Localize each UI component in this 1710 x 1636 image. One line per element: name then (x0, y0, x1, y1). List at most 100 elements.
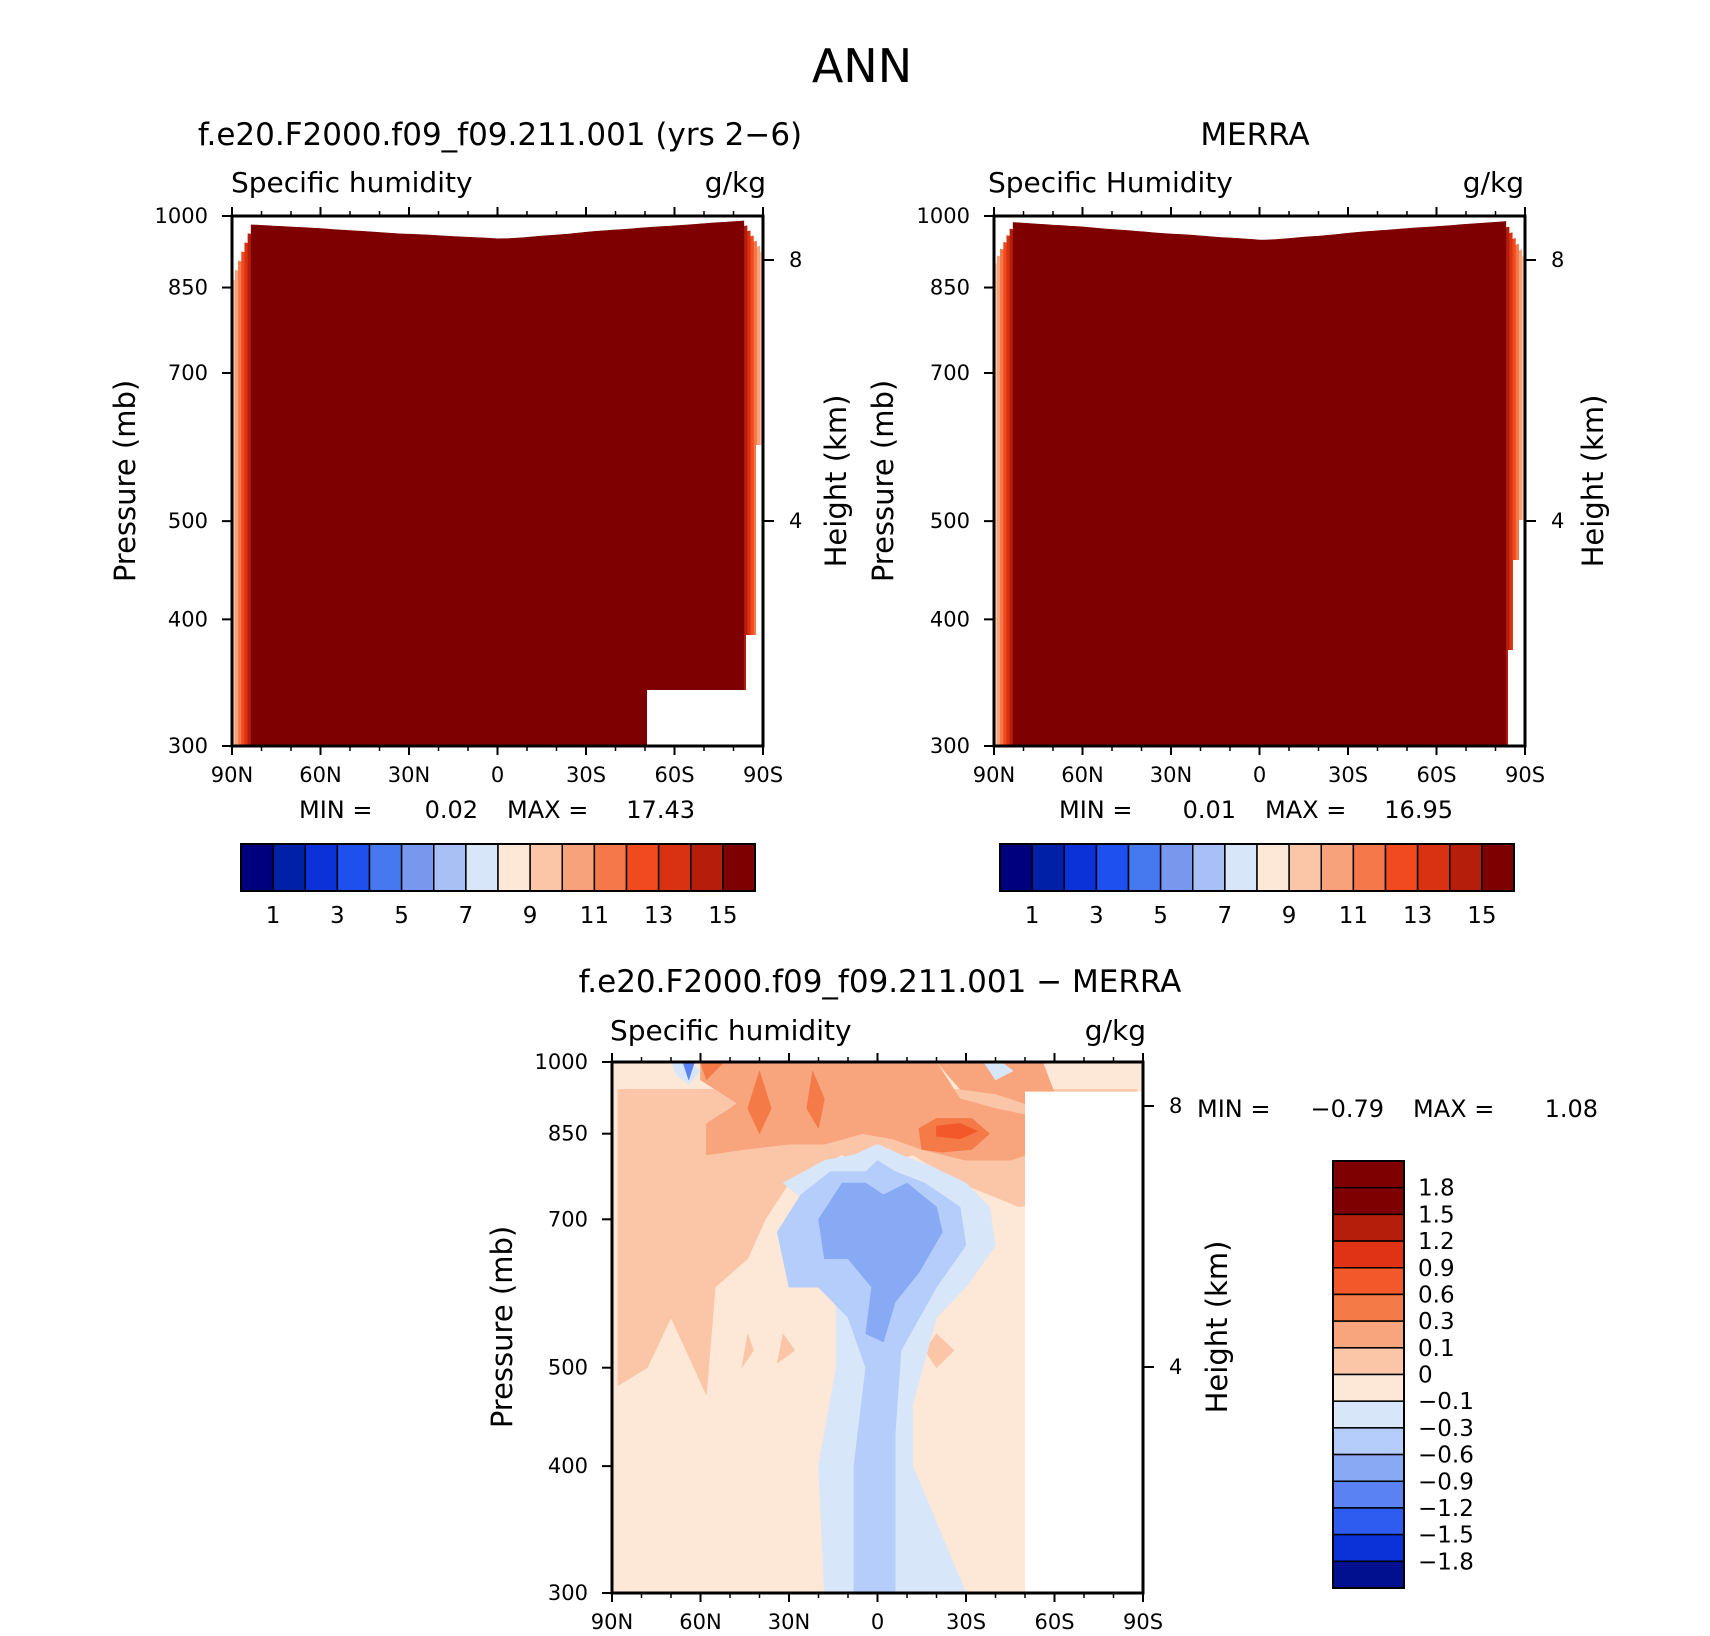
panel-model-xtick-label: 60S (654, 763, 694, 787)
panel-model-colorbar-box (593, 843, 628, 892)
panel-model-max-label: MAX = (507, 796, 588, 824)
panel-diff-fill-0.1-blob (924, 1333, 955, 1369)
panel-diff-ytick-label: 850 (548, 1122, 588, 1146)
panel-model-fill-missing-data (756, 445, 763, 635)
panel-diff-colorbar-label: 0.1 (1418, 1336, 1455, 1362)
panel-merra-min-label: MIN = (1059, 796, 1132, 824)
panel-model-ytick-label: 850 (168, 276, 208, 300)
panel-model-xtick-label: 30N (388, 763, 430, 787)
panel-merra-colorbar-label: 9 (1282, 903, 1297, 929)
panel-diff-ytick-right-label: 8 (1169, 1094, 1182, 1118)
panel-model-ylabel-right: Height (km) (819, 395, 853, 568)
panel-diff-colorbar-label: 0.3 (1418, 1309, 1455, 1335)
panel-merra-xtick-label: 30S (1328, 763, 1368, 787)
panel-merra-colorbar: 1 3 5 7 9 11 13 15 (999, 843, 1515, 929)
panel-model-colorbar-box (368, 843, 403, 892)
panel-diff-colorbar-label: −0.9 (1418, 1469, 1474, 1495)
panel-merra-ytick-label: 850 (930, 276, 970, 300)
panel-diff-variable: Specific humidity (610, 1014, 852, 1047)
panel-merra-min-value: 0.01 (1183, 796, 1236, 824)
panel-model-colorbar-box (657, 843, 692, 892)
panel-diff-xtick-label: 90N (591, 1610, 633, 1634)
panel-diff-ytick-label: 400 (548, 1454, 588, 1478)
panel-diff-colorbar-box (1332, 1373, 1405, 1402)
panel-merra-colorbar-label: 5 (1153, 903, 1168, 929)
panel-diff-fill-0.9 (936, 1123, 979, 1140)
panel-model-ytick-label: 300 (168, 734, 208, 758)
panel-diff-xtick-label: 30N (768, 1610, 810, 1634)
panel-merra-ytick-label: 1000 (917, 204, 970, 228)
panel-merra-variable: Specific Humidity (988, 166, 1233, 199)
panel-merra-colorbar-label: 11 (1339, 903, 1368, 929)
panel-diff-colorbar-box (1332, 1400, 1405, 1429)
panel-merra-fill-level-16 (1012, 221, 1507, 746)
panel-diff-colorbar-label: −1.5 (1418, 1523, 1474, 1549)
panel-model-fill-level-16 (250, 220, 745, 746)
panel-merra-ytick-label: 400 (930, 607, 970, 631)
panel-merra-colorbar-box (1095, 843, 1130, 892)
panel-merra-colorbar-label: 7 (1218, 903, 1233, 929)
panel-model-min-value: 0.02 (425, 796, 478, 824)
panel-merra-xtick-label: 90N (973, 763, 1015, 787)
panel-diff-colorbar-box (1332, 1427, 1405, 1456)
panel-model-colorbar-box (304, 843, 339, 892)
panel-diff-colorbar-box (1332, 1347, 1405, 1376)
panel-diff-xtick-label: 60S (1034, 1610, 1074, 1634)
panel-model-xtick-label: 0 (491, 763, 504, 787)
panel-merra-colorbar-box (1063, 843, 1098, 892)
panel-model-colorbar-label: 11 (580, 903, 609, 929)
panel-merra-xtick-label: 30N (1150, 763, 1192, 787)
panel-diff-ytick-label: 700 (548, 1207, 588, 1231)
panel-diff-max-label: MAX = (1413, 1095, 1494, 1123)
panel-diff-ylabel-right: Height (km) (1200, 1241, 1234, 1414)
panel-merra-colorbar-box (1288, 843, 1322, 892)
panel-model-colorbar-label: 7 (459, 903, 474, 929)
panel-merra-colorbar-box (1449, 843, 1483, 892)
panel-merra-colorbar-box (1224, 843, 1258, 892)
panel-model-colorbar-box (497, 843, 531, 892)
panel-merra-colorbar-box (1127, 843, 1162, 892)
panel-model-units: g/kg (705, 166, 766, 199)
panel-model-colorbar-box (433, 843, 467, 892)
panel-model-ytick-right-label: 4 (789, 509, 802, 533)
panel-diff-missing-data (1025, 1091, 1143, 1593)
panel-diff-colorbar-box (1332, 1293, 1405, 1322)
panel-merra-max-label: MAX = (1265, 796, 1346, 824)
panel-model-ytick-right-label: 8 (789, 248, 802, 272)
panel-model-ytick-label: 1000 (155, 204, 208, 228)
panel-diff-colorbar: 1.81.51.20.90.60.30.10−0.1−0.3−0.6−0.9−1… (1332, 1160, 1474, 1589)
panel-model-colorbar-label: 13 (644, 903, 673, 929)
panel-diff-ytick-label: 1000 (535, 1050, 588, 1074)
panel-merra-colorbar-box (1352, 843, 1387, 892)
panel-diff-fill-neg-0.1-blob (983, 1062, 1014, 1081)
panel-diff-max-value: 1.08 (1545, 1095, 1598, 1123)
panel-model-colorbar-label: 15 (708, 903, 737, 929)
panel-merra-contours (994, 221, 1525, 746)
panel-model-colorbar: 1 3 5 7 9 11 13 15 (240, 843, 756, 929)
panel-model-colorbar-box (272, 843, 306, 892)
panel-diff-colorbar-frame (1332, 1160, 1405, 1589)
panel-model-colorbar-label: 9 (523, 903, 538, 929)
panel-merra-colorbar-label: 3 (1089, 903, 1104, 929)
panel-merra-fill-missing-data (1513, 560, 1525, 650)
panel-diff-ytick-label: 300 (548, 1581, 588, 1605)
panel-model-ytick-label: 500 (168, 509, 208, 533)
panel-model-fill-missing-data (647, 690, 763, 746)
panel-model-xtick-label: 90N (211, 763, 253, 787)
panel-model-ylabel: Pressure (mb) (108, 380, 142, 582)
panel-merra-colorbar-label: 1 (1025, 903, 1040, 929)
panel-model-min-label: MIN = (299, 796, 372, 824)
panel-model-colorbar-box (465, 843, 499, 892)
panel-model-colorbar-box (400, 843, 435, 892)
panel-diff-colorbar-label: −0.1 (1418, 1389, 1474, 1415)
panel-diff-colorbar-box (1332, 1507, 1405, 1536)
panel-diff-ytick-right-label: 4 (1169, 1355, 1182, 1379)
panel-diff-min-label: MIN = (1197, 1095, 1270, 1123)
panel-model-colorbar-label: 1 (266, 903, 281, 929)
figure-title: ANN (812, 39, 912, 93)
panel-diff-colorbar-box (1332, 1533, 1405, 1563)
panel-merra-xtick-label: 60N (1061, 763, 1103, 787)
panel-diff-min-value: −0.79 (1310, 1095, 1384, 1123)
panel-merra-max-value: 16.95 (1384, 796, 1453, 824)
panel-merra-colorbar-frame (999, 843, 1515, 892)
